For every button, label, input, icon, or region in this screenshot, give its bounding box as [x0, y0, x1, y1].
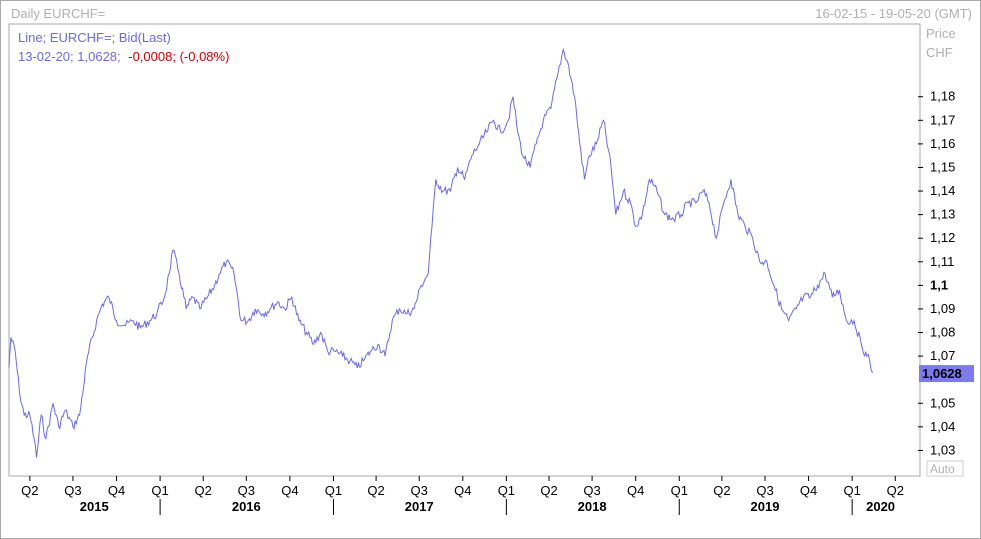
y-tick-label: 1,03: [930, 442, 955, 457]
auto-scale-button[interactable]: Auto: [930, 462, 955, 476]
y-tick-label: 1,16: [930, 136, 955, 151]
y-tick-label: 1,11: [930, 254, 954, 269]
x-tick-label: Q4: [108, 483, 125, 498]
year-label: 2020: [866, 499, 895, 514]
plot-area[interactable]: [8, 23, 921, 477]
y-tick-label: 1,09: [930, 301, 955, 316]
chart-title-bar: Daily EURCHF= 16-02-15 - 19-05-20 (GMT): [1, 1, 980, 25]
year-label: 2017: [405, 499, 434, 514]
x-tick-label: Q2: [195, 483, 212, 498]
price-line: [8, 47, 873, 458]
y-tick-label: 1,07: [930, 348, 955, 363]
chart-title: Daily EURCHF=: [11, 6, 106, 21]
x-tick-label: Q1: [498, 483, 515, 498]
date-range: 16-02-15 - 19-05-20 (GMT): [815, 6, 972, 21]
year-label: 2015: [80, 499, 109, 514]
y-tick-label: 1,13: [930, 207, 955, 222]
legend-change: -0,0008; (-0,08%): [128, 49, 229, 64]
x-tick-label: Q1: [325, 483, 342, 498]
x-tick-label: Q3: [64, 483, 81, 498]
year-label: 2016: [232, 499, 261, 514]
year-label: 2019: [751, 499, 780, 514]
x-tick-label: Q4: [800, 483, 817, 498]
x-tick-label: Q1: [151, 483, 168, 498]
y-tick-label: 1,05: [930, 395, 955, 410]
y-tick-label: 1,1: [930, 277, 948, 292]
y-axis: 1,18 1,17 1,16 1,15 1,14 1,13 1,12 1,11 1,1 1,09 1…: [918, 89, 974, 457]
legend-value: 13-02-20; 1,0628;: [18, 49, 121, 64]
legend-value-line: 13-02-20; 1,0628; -0,0008; (-0,08%): [18, 49, 229, 64]
x-tick-label: Q2: [713, 483, 730, 498]
y-tick-label: 1,04: [930, 419, 955, 434]
year-label: 2018: [578, 499, 607, 514]
y-tick-label: 1,14: [930, 183, 955, 198]
legend-series-label: Line; EURCHF=; Bid(Last): [18, 30, 171, 45]
x-tick-label: Q2: [887, 483, 904, 498]
axis-currency-label: CHF: [926, 45, 953, 60]
y-tick-label: 1,12: [930, 230, 955, 245]
y-tick-label: 1,08: [930, 325, 955, 340]
x-tick-label: Q3: [411, 483, 428, 498]
x-tick-label: Q2: [21, 483, 38, 498]
x-tick-label: Q1: [671, 483, 688, 498]
y-tick-label: 1,15: [930, 159, 955, 174]
x-tick-label: Q2: [540, 483, 557, 498]
last-value-marker: [919, 365, 974, 383]
y-tick-label: 1,18: [930, 89, 955, 104]
x-tick-label: Q3: [238, 483, 255, 498]
x-tick-label: Q4: [281, 483, 298, 498]
x-tick-label: Q1: [843, 483, 860, 498]
y-tick-label: 1,17: [930, 112, 955, 127]
auto-button-frame[interactable]: [926, 460, 964, 477]
series-layer: [8, 47, 873, 458]
x-tick-label: Q4: [454, 483, 471, 498]
last-value-label: 1,0628: [922, 366, 962, 381]
x-tick-label: Q3: [756, 483, 773, 498]
axis-price-label: Price: [926, 26, 956, 41]
x-tick-label: Q4: [627, 483, 644, 498]
x-axis: Q2 Q3 Q4 Q1 Q2 Q3 Q4 Q1 Q2 Q3 Q4 Q1 Q2 Q3 Q4 Q1 Q2 Q3 Q4 Q1…: [9, 475, 918, 515]
x-tick-label: Q2: [367, 483, 384, 498]
x-tick-label: Q3: [583, 483, 600, 498]
